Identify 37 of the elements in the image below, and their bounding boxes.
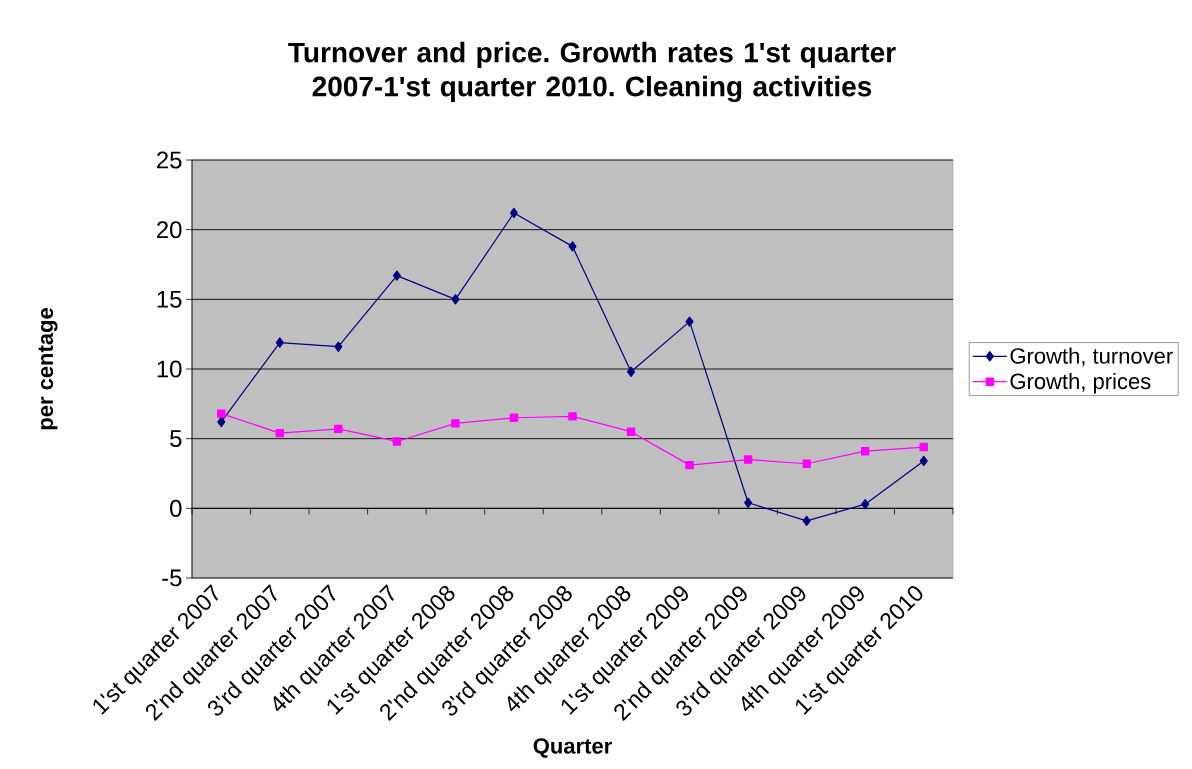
point bbox=[451, 419, 460, 428]
point bbox=[392, 437, 402, 446]
point bbox=[568, 412, 577, 421]
legend-label: Growth, turnover bbox=[1010, 347, 1173, 367]
point bbox=[802, 459, 811, 468]
y-tick-label: 20 bbox=[156, 221, 182, 239]
point bbox=[743, 455, 753, 464]
legend-label: Growth, prices bbox=[1010, 373, 1151, 394]
point bbox=[626, 366, 636, 377]
point bbox=[861, 447, 870, 456]
point bbox=[626, 427, 636, 436]
point bbox=[685, 316, 694, 327]
point bbox=[217, 416, 226, 428]
x-axis-title: Quarter bbox=[533, 738, 612, 758]
point bbox=[275, 428, 285, 438]
point bbox=[509, 413, 519, 422]
point bbox=[919, 442, 928, 452]
point bbox=[217, 409, 226, 418]
y-tick-label: 25 bbox=[156, 151, 182, 169]
y-tick-label: 10 bbox=[157, 360, 182, 378]
y-tick-label: 15 bbox=[157, 290, 182, 308]
point bbox=[744, 497, 753, 508]
point bbox=[392, 270, 401, 281]
point bbox=[568, 241, 577, 252]
point bbox=[509, 207, 519, 219]
point bbox=[861, 498, 870, 510]
point bbox=[334, 341, 343, 352]
y-axis-title: per centage bbox=[38, 308, 58, 430]
point bbox=[275, 337, 284, 348]
point bbox=[334, 424, 343, 434]
point bbox=[802, 515, 811, 527]
chart-title: Turnover and price. Growth rates 1'st quarter 2007-1'st quarter 2010. Cleaning activities bbox=[288, 41, 896, 103]
y-tick-label: 5 bbox=[170, 430, 182, 448]
point bbox=[451, 294, 460, 305]
point bbox=[919, 455, 928, 467]
y-tick-label: 0 bbox=[170, 499, 182, 517]
point bbox=[685, 460, 694, 470]
